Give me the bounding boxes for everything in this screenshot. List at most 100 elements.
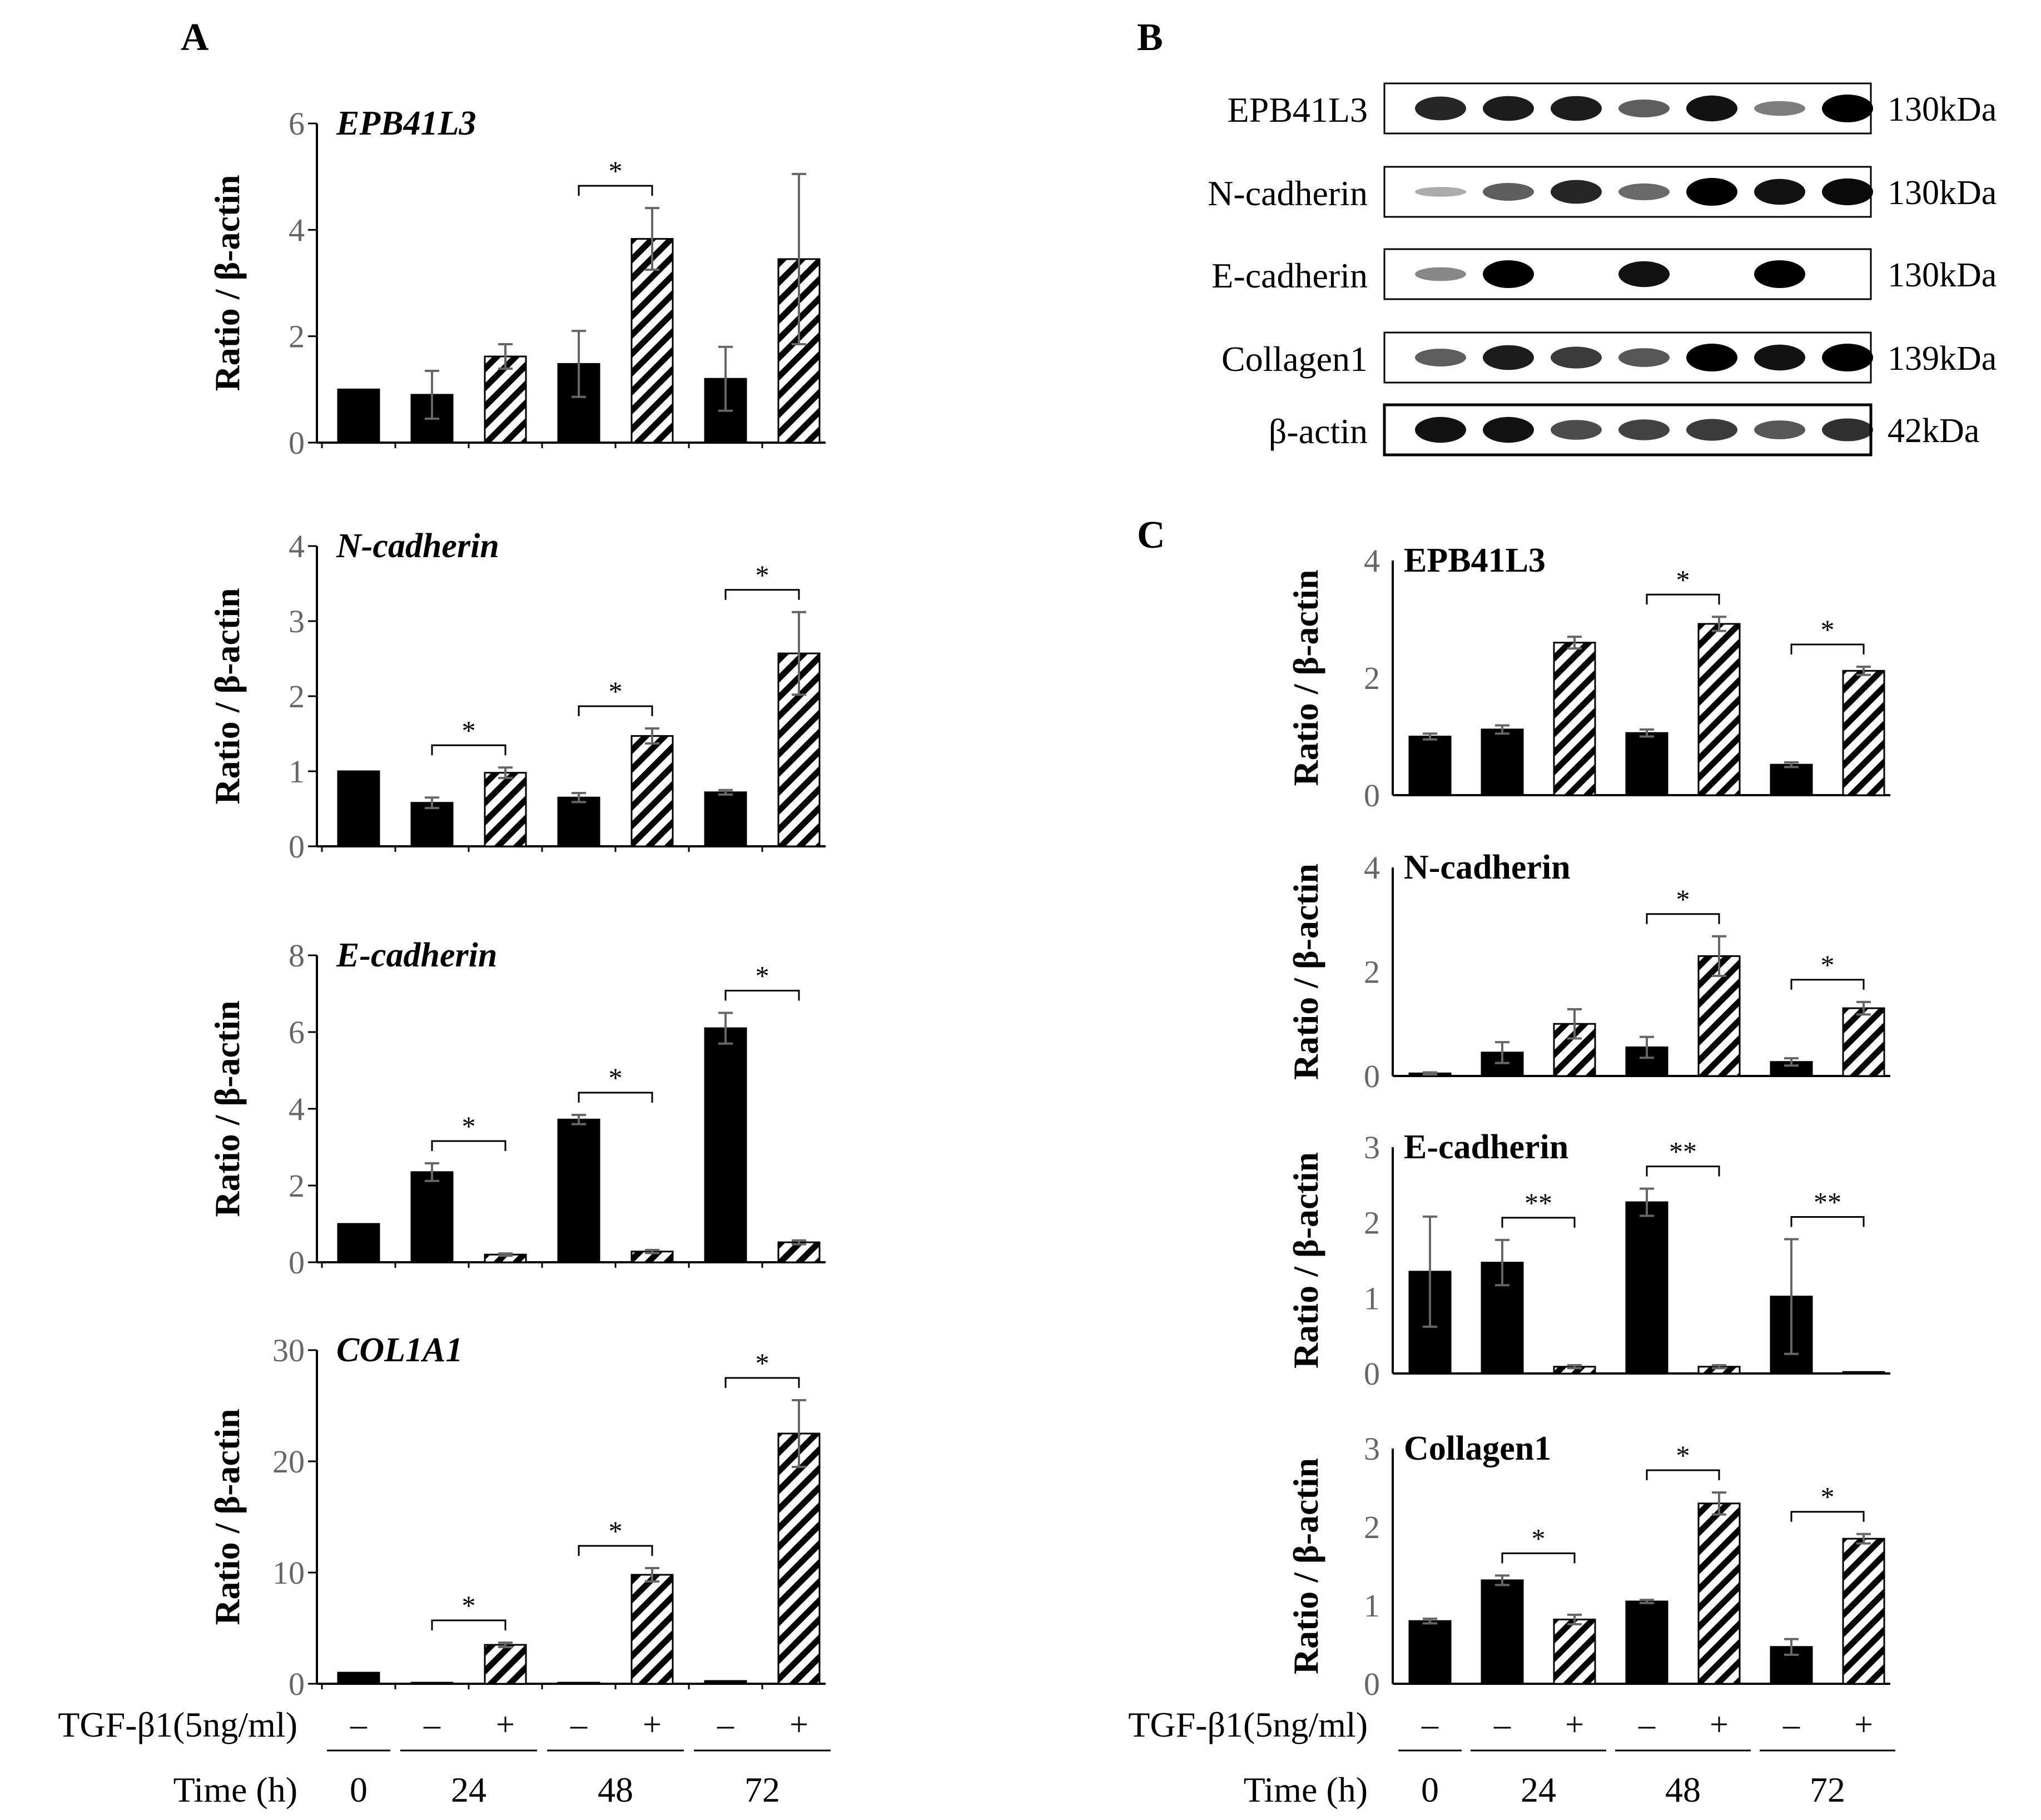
y-tick-label: 2 — [289, 319, 305, 355]
bar-treated — [1842, 1371, 1885, 1375]
blot-band — [1686, 419, 1737, 441]
bar-untreated — [557, 1682, 600, 1685]
y-tick-label: 0 — [289, 829, 305, 865]
bar-charts: 0 2 4 6 Ratio / β-actin EPB41L3 * 0 1 2 3 4 Ratio / … — [207, 105, 1890, 1702]
bar-treated — [1842, 1538, 1885, 1685]
y-tick-label: 2 — [289, 1168, 305, 1204]
treatment-label: TGF-β1(5ng/ml) — [58, 1705, 297, 1744]
bar-treated — [484, 772, 527, 847]
western-blot-panel: EPB41L3 130kDa N-cadherin 130kDa E-cadherin 1… — [1208, 82, 1997, 457]
significance-marker: * — [609, 1062, 623, 1093]
significance-marker: * — [462, 1110, 476, 1142]
bar-untreated — [1481, 728, 1524, 796]
bar-untreated — [337, 1672, 380, 1685]
bar-untreated — [1481, 1579, 1524, 1685]
blot-size-label: 130kDa — [1888, 174, 1997, 212]
condition-sign: – — [423, 1706, 441, 1743]
blot-band — [1483, 260, 1534, 288]
y-tick-label: 4 — [1364, 543, 1380, 579]
blot-row-e-cadherin: E-cadherin 130kDa — [1211, 248, 1997, 300]
blot-band — [1483, 183, 1534, 201]
y-tick-label: 1 — [289, 753, 305, 790]
significance-bracket — [1646, 593, 1720, 605]
blot-band — [1754, 420, 1805, 439]
y-tick-label: 8 — [289, 938, 305, 974]
y-tick-label: 3 — [289, 603, 305, 639]
bar-treated — [1553, 642, 1596, 796]
chart-c-epb41l3: 0 2 4 Ratio / β-actin EPB41L3 * * — [1286, 542, 1890, 814]
condition-sign: – — [1782, 1706, 1800, 1743]
bar-untreated — [1770, 763, 1813, 796]
blot-size-label: 130kDa — [1888, 91, 1997, 128]
panel-a-condition-footer: TGF-β1(5ng/ml) – – + – + – +0 24 48 72 Time (h) — [58, 1705, 831, 1809]
y-axis-label: Ratio / β-actin — [207, 175, 247, 391]
y-tick-label: 2 — [1364, 660, 1380, 696]
y-tick-label: 0 — [1364, 1058, 1380, 1094]
chart-c-collagen1: 0 1 2 3 Ratio / β-actin Collagen1 * * * — [1286, 1430, 1890, 1702]
significance-bracket — [724, 1377, 800, 1388]
y-axis-label: Ratio / β-actin — [1286, 1152, 1325, 1368]
significance-bracket — [1790, 643, 1865, 654]
bar-treated — [1842, 670, 1885, 796]
significance-marker: * — [756, 559, 769, 591]
y-tick-label: 2 — [1364, 1509, 1380, 1545]
blot-band — [1822, 418, 1873, 442]
bar-untreated — [1625, 1201, 1668, 1375]
condition-sign: – — [570, 1706, 588, 1743]
condition-sign: + — [1710, 1706, 1729, 1743]
panel-label-b: B — [1137, 16, 1163, 59]
y-tick-label: 1 — [1364, 1280, 1380, 1316]
significance-bracket — [1790, 1216, 1865, 1227]
bar-untreated — [704, 1027, 747, 1263]
blot-band — [1754, 101, 1805, 116]
bar-treated — [1697, 1502, 1741, 1685]
time-point-label: 24 — [451, 1770, 486, 1809]
bar-untreated — [337, 770, 380, 847]
chart-title: E-cadherin — [1404, 1128, 1568, 1166]
significance-marker: * — [609, 1515, 623, 1546]
significance-marker: * — [756, 1347, 769, 1378]
time-point-label: 48 — [598, 1770, 633, 1809]
significance-bracket — [431, 1619, 506, 1630]
bar-untreated — [557, 1118, 600, 1263]
bar-treated — [1697, 623, 1741, 796]
y-axis-label: Ratio / β-actin — [1286, 1458, 1325, 1674]
time-point-label: 0 — [1421, 1770, 1439, 1809]
condition-sign: – — [1421, 1706, 1439, 1743]
bar-treated — [484, 1644, 527, 1685]
significance-bracket — [1646, 1469, 1720, 1480]
blot-band — [1686, 344, 1737, 371]
chart-c-e-cadherin: 0 1 2 3 Ratio / β-actin E-cadherin ** ** ** — [1286, 1128, 1890, 1392]
time-point-label: 72 — [1810, 1770, 1845, 1809]
blot-row-epb41l3: EPB41L3 130kDa — [1228, 82, 1997, 135]
blot-band — [1551, 346, 1602, 369]
bar-treated — [630, 238, 674, 444]
blot-band — [1618, 261, 1670, 287]
y-tick-label: 10 — [272, 1555, 305, 1591]
chart-a-n-cadherin: 0 1 2 3 4 Ratio / β-actin N-cadherin * * * — [207, 527, 826, 865]
significance-marker: * — [462, 1590, 476, 1621]
significance-bracket — [1790, 1511, 1865, 1522]
significance-marker: ** — [1524, 1187, 1552, 1218]
significance-marker: * — [1676, 1440, 1690, 1471]
blot-band — [1415, 267, 1466, 281]
bar-treated — [630, 1574, 674, 1685]
blot-size-label: 42kDa — [1888, 412, 1979, 450]
significance-marker: * — [609, 155, 623, 186]
significance-bracket — [578, 705, 653, 717]
time-point-label: 24 — [1521, 1770, 1556, 1809]
significance-marker: * — [1821, 949, 1835, 980]
bar-untreated — [704, 1680, 747, 1685]
blot-band — [1483, 96, 1534, 121]
time-axis-label: Time (h) — [1244, 1770, 1368, 1809]
blot-band — [1415, 187, 1466, 197]
blot-band — [1754, 178, 1805, 205]
significance-marker: * — [1676, 564, 1690, 595]
chart-title: COL1A1 — [336, 1331, 463, 1369]
significance-marker: ** — [1814, 1187, 1841, 1218]
bar-untreated — [1408, 736, 1452, 796]
blot-band — [1618, 183, 1670, 201]
significance-marker: * — [756, 960, 769, 991]
y-tick-label: 0 — [1364, 1666, 1380, 1702]
